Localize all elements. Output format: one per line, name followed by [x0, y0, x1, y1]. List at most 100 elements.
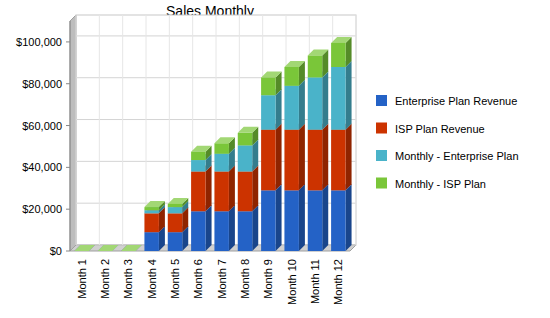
legend-label: ISP Plan Revenue — [395, 123, 485, 135]
x-tick-label: Month 7 — [216, 259, 228, 299]
bar — [214, 172, 228, 212]
bar-side — [299, 184, 305, 251]
bar — [284, 130, 298, 191]
x-tick-label: Month 10 — [286, 259, 298, 305]
bar-top — [98, 245, 118, 251]
bar — [331, 43, 345, 67]
bar-top — [238, 127, 258, 133]
y-tick — [66, 41, 70, 42]
bar-top — [74, 245, 94, 251]
bar — [284, 67, 298, 86]
bar-top — [214, 137, 234, 143]
y-tick — [66, 125, 70, 126]
y-tick — [66, 83, 70, 84]
bar — [74, 251, 88, 252]
x-tick-label: Month 6 — [192, 259, 204, 299]
x-tick-label: Month 12 — [332, 259, 344, 305]
bar — [308, 77, 322, 129]
bar-side — [206, 166, 212, 212]
bar — [331, 130, 345, 191]
bar-side — [252, 166, 258, 212]
bar-side — [276, 89, 282, 130]
legend-swatch — [376, 123, 387, 134]
bar-top — [74, 245, 94, 251]
bar-top — [98, 245, 118, 251]
bar — [238, 172, 252, 212]
bar — [308, 56, 322, 78]
bar — [331, 67, 345, 130]
grid-line-vertical — [76, 15, 77, 245]
x-tick-label: Month 4 — [146, 259, 158, 299]
bar-top — [284, 61, 304, 67]
bar-top — [121, 245, 141, 251]
y-axis-line — [70, 21, 71, 251]
y-tick — [66, 251, 70, 252]
legend: Enterprise Plan RevenueISP Plan RevenueM… — [376, 95, 519, 190]
bar-side — [346, 124, 352, 191]
y-tick — [66, 167, 70, 168]
bars — [74, 37, 351, 251]
bar — [214, 211, 228, 251]
bar-top — [261, 71, 281, 77]
legend-swatch — [376, 95, 387, 106]
bar — [308, 130, 322, 191]
y-tick-label: $40,000 — [22, 161, 62, 173]
bar — [168, 204, 182, 207]
bar-side — [229, 166, 235, 212]
bar-top — [74, 245, 94, 251]
bar — [191, 172, 205, 212]
bar-top — [98, 245, 118, 251]
plot-left-wall — [70, 15, 76, 251]
x-tick-label: Month 11 — [309, 259, 321, 304]
bar — [168, 213, 182, 232]
grid-line-vertical — [99, 15, 100, 245]
bar — [214, 143, 228, 153]
bar — [98, 251, 112, 252]
bar — [308, 190, 322, 251]
bar — [261, 130, 275, 191]
y-tick-label: $80,000 — [22, 78, 62, 90]
bar — [144, 210, 158, 213]
bar — [261, 77, 275, 95]
grid-line-vertical — [356, 15, 357, 245]
bar-side — [346, 184, 352, 251]
bar — [144, 213, 158, 232]
bar — [191, 152, 205, 160]
y-tick-label: $60,000 — [22, 120, 62, 132]
bar — [238, 211, 252, 251]
bar-side — [322, 124, 328, 191]
bar-side — [346, 61, 352, 130]
bar — [261, 95, 275, 129]
bar — [238, 145, 252, 171]
bar-side — [322, 184, 328, 251]
bar — [331, 190, 345, 251]
bar-side — [206, 205, 212, 251]
bar-side — [276, 184, 282, 251]
bar-top — [98, 245, 118, 251]
bar — [121, 251, 135, 252]
bar — [284, 86, 298, 130]
x-tick-label: Month 8 — [239, 259, 251, 299]
bar — [144, 232, 158, 251]
bar-top — [144, 201, 164, 207]
bar — [261, 190, 275, 251]
legend-swatch — [376, 178, 387, 189]
grid-line-vertical — [122, 15, 123, 245]
bar-top — [74, 245, 94, 251]
bar — [168, 232, 182, 251]
y-tick-label: $20,000 — [22, 203, 62, 215]
x-tick-label: Month 9 — [262, 259, 274, 299]
chart-container: Sales Monthly$0$20,000$40,000$60,000$80,… — [0, 0, 550, 318]
bar-top — [331, 37, 351, 43]
bar-top — [121, 245, 141, 251]
legend-swatch — [376, 150, 387, 161]
bar-top — [191, 146, 211, 152]
bar — [168, 207, 182, 213]
bar-top — [308, 50, 328, 56]
bar-top — [168, 198, 188, 204]
bar-top — [121, 245, 141, 251]
x-tick-label: Month 3 — [122, 259, 134, 299]
bar — [284, 190, 298, 251]
x-tick-label: Month 5 — [169, 259, 181, 299]
bar-side — [252, 205, 258, 251]
